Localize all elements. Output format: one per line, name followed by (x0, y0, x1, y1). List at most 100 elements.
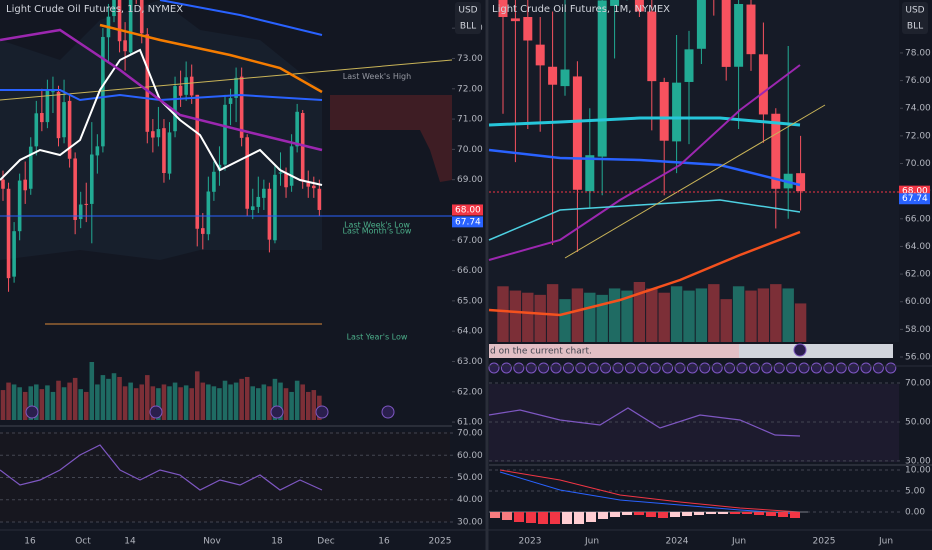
volume-bar (497, 286, 509, 342)
event-icon (748, 362, 760, 374)
histogram-bar (550, 512, 560, 524)
volume-bar (596, 294, 608, 342)
chart-title: Light Crude Oil Futures, 1M, NYMEX (492, 4, 670, 15)
currency-box[interactable] (902, 2, 928, 34)
volume-bar (167, 386, 172, 420)
y-tick-label: 66.00 (905, 214, 931, 224)
volume-bar (145, 375, 150, 420)
volume-bar (311, 390, 317, 420)
histogram-bar (574, 512, 584, 524)
y-tick-label: 72.00 (905, 131, 931, 141)
event-icon (600, 362, 612, 374)
annotation: Last Week's Low (344, 221, 410, 230)
volume-bar (206, 384, 211, 420)
volume-bar (50, 391, 56, 420)
volume-bar (34, 384, 39, 420)
y-tick-label: 62.00 (457, 387, 483, 397)
volume-bar (189, 388, 194, 420)
volume-bar (194, 371, 200, 420)
volume-bar (106, 378, 111, 420)
volume-bar (133, 388, 139, 420)
x-tick-label: 16 (378, 537, 390, 547)
volume-bar (250, 386, 256, 420)
y-tick-label: 62.00 (905, 270, 931, 280)
volume-bar (708, 284, 720, 342)
volume-bar (621, 290, 633, 342)
volume-bar (178, 387, 183, 420)
volume-bar (534, 294, 546, 342)
volume-bar (294, 380, 300, 420)
event-icon (612, 362, 624, 374)
event-icon[interactable] (381, 405, 395, 419)
currency: USD (905, 6, 924, 16)
event-icon (823, 362, 835, 374)
volume-bar (782, 288, 794, 342)
volume-bar (261, 384, 267, 420)
volume-bar (211, 386, 217, 420)
rsi-tick-label: 30.00 (905, 456, 931, 466)
y-tick-label: 69.00 (457, 175, 483, 185)
histogram-bar (610, 512, 620, 517)
x-tick-label: Jun (584, 537, 599, 547)
price-label: 68.00 (902, 187, 928, 197)
event-icon[interactable] (793, 343, 807, 357)
volume-bar (89, 362, 95, 420)
y-tick-label: 73.00 (457, 54, 483, 64)
volume-bar (45, 385, 50, 420)
event-icon (835, 362, 847, 374)
volume-bar (161, 384, 167, 420)
histogram-bar (646, 512, 656, 517)
rsi-line (488, 407, 801, 437)
event-icon[interactable] (270, 405, 284, 419)
currency-box[interactable] (455, 2, 481, 34)
volume-bar (646, 288, 658, 342)
moving-average (488, 64, 801, 261)
x-tick-label: Oct (75, 537, 91, 547)
volume-bar (289, 391, 294, 420)
y-tick-label: 78.00 (905, 48, 931, 58)
rsi-band (489, 384, 899, 462)
moving-average (488, 148, 801, 187)
event-icons (25, 343, 807, 419)
notice-text: d on the current chart. (490, 347, 592, 357)
x-tick-label: 2025 (429, 537, 452, 547)
annotation: Last Year's Low (347, 333, 408, 342)
histogram-bar (742, 512, 752, 514)
event-icon[interactable] (315, 405, 329, 419)
volume-bar (61, 387, 67, 420)
event-icon (699, 362, 711, 374)
histogram-bar (754, 512, 764, 515)
x-tick-label: 18 (271, 537, 283, 547)
macd-signal (499, 469, 801, 513)
y-tick-label: 67.00 (457, 236, 483, 246)
volume-bar (217, 388, 222, 420)
x-tick-label: Nov (203, 537, 221, 547)
event-icon (736, 362, 748, 374)
volume-bar (244, 376, 250, 420)
volume-bar (794, 303, 807, 342)
volume-bar (128, 382, 133, 420)
histogram-bar (634, 512, 644, 515)
histogram-bar (718, 512, 728, 514)
resistance-zone (330, 95, 452, 182)
price-label: 67.74 (455, 217, 481, 227)
volume-bar (233, 382, 239, 420)
chart-title: Light Crude Oil Futures, 1D, NYMEX (6, 4, 183, 15)
macd-histogram (490, 512, 800, 524)
volume-bar (239, 378, 244, 420)
event-icon[interactable] (25, 405, 39, 419)
currency: USD (458, 6, 477, 16)
event-icon (587, 362, 599, 374)
histogram-bar (682, 512, 692, 516)
event-icon[interactable] (149, 405, 163, 419)
volume-bar (546, 284, 559, 342)
volume-bar (256, 388, 261, 420)
y-tick-label: 72.00 (457, 84, 483, 94)
x-tick-label: Jun (878, 537, 893, 547)
volume-bar (300, 384, 305, 420)
rsi-tick-label: 60.00 (457, 451, 483, 461)
volume-bar (571, 288, 584, 342)
event-icon (500, 362, 512, 374)
histogram-bar (598, 512, 608, 519)
volume-bar (56, 380, 61, 420)
